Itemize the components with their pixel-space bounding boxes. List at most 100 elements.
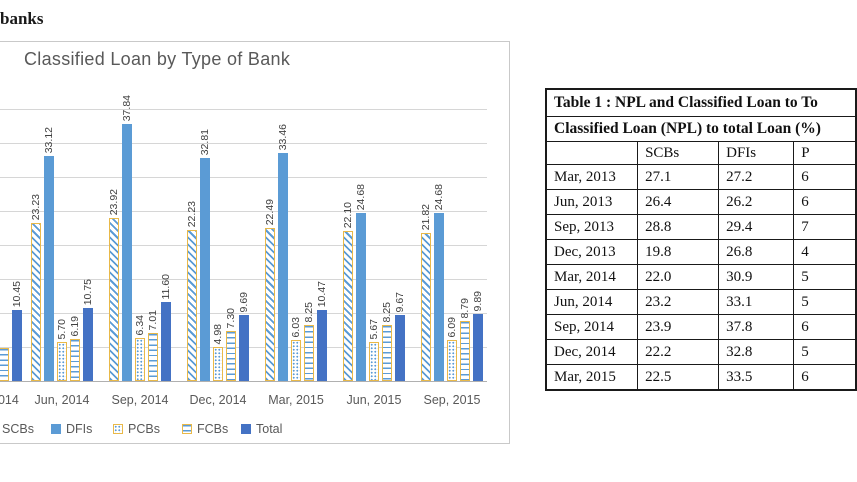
bar-scbs-1: [31, 223, 41, 381]
gridline-10: [0, 313, 487, 314]
npl-table: Table 1 : NPL and Classified Loan to To …: [545, 88, 857, 391]
bar-label-scbs-3: 22.23: [186, 200, 198, 227]
table-header-row: SCBs DFIs P: [545, 141, 857, 165]
bar-label-dfis-4: 33.46: [277, 123, 289, 150]
bar-fcbs-4: [304, 325, 314, 381]
chart-title: Classified Loan by Type of Bank: [24, 49, 291, 69]
table-header-cell-0: [545, 141, 639, 165]
classified-loan-chart: Classified Loan by Type of Bank 23.23 23.…: [0, 41, 510, 444]
table-cell-1-1: 26.4: [637, 189, 720, 215]
table-cell-8-1: 22.5: [637, 364, 720, 391]
bar-dfis-5: [356, 213, 366, 381]
bar-fcbs-3: [226, 331, 236, 381]
bar-total-5: [395, 315, 405, 381]
table-cell-5-3: 5: [793, 289, 857, 315]
table-cell-0-2: 27.2: [718, 164, 795, 190]
bar-dfis-3: [200, 158, 210, 381]
table-row-2: Sep, 2013 28.8 29.4 7: [545, 214, 857, 240]
x-label-6: Sep, 2015: [423, 393, 481, 407]
table-cell-1-0: Jun, 2013: [545, 189, 639, 215]
table-row-1: Jun, 2013 26.4 26.2 6: [545, 189, 857, 215]
bar-label-total-6: 9.89: [472, 290, 484, 311]
bar-label-scbs-5: 22.10: [342, 201, 354, 228]
table-cell-7-3: 5: [793, 339, 857, 365]
table-cell-7-0: Dec, 2014: [545, 339, 639, 365]
bar-label-pcbs-3: 4.98: [212, 323, 224, 344]
bar-label-total-1: 10.75: [82, 278, 94, 305]
table-cell-3-3: 4: [793, 239, 857, 265]
bar-label-total-0: 10.45: [11, 280, 23, 307]
legend-label-fcbs: FCBs: [197, 422, 229, 436]
bar-total-0: [12, 310, 22, 381]
table-cell-7-1: 22.2: [637, 339, 720, 365]
table-cell-7-2: 32.8: [718, 339, 795, 365]
bar-fcbs-0: [0, 348, 9, 381]
table-cell-6-3: 6: [793, 314, 857, 340]
legend-label-total: Total: [256, 422, 283, 436]
bar-fcbs-2: [148, 333, 158, 381]
legend-marker-fcbs-icon: [182, 424, 192, 434]
bar-label-dfis-3: 32.81: [199, 128, 211, 155]
bar-label-dfis-2: 37.84: [121, 94, 133, 121]
table-cell-3-1: 19.8: [637, 239, 720, 265]
legend-label-scbs: SCBs: [2, 422, 34, 436]
table-cell-1-3: 6: [793, 189, 857, 215]
gridline-20: [0, 245, 487, 246]
bar-total-1: [83, 308, 93, 381]
bar-total-3: [239, 315, 249, 381]
legend-marker-pcbs-icon: [113, 424, 123, 434]
table-row-7: Dec, 2014 22.2 32.8 5: [545, 339, 857, 365]
table-cell-2-3: 7: [793, 214, 857, 240]
bar-total-6: [473, 314, 483, 381]
table-cell-5-0: Jun, 2014: [545, 289, 639, 315]
legend-label-pcbs: PCBs: [128, 422, 160, 436]
bar-scbs-5: [343, 231, 353, 381]
table-row-6: Sep, 2014 23.9 37.8 6: [545, 314, 857, 340]
bar-label-total-5: 9.67: [394, 291, 406, 312]
bar-label-dfis-6: 24.68: [433, 183, 445, 210]
table-row-5: Jun, 2014 23.2 33.1 5: [545, 289, 857, 315]
table-cell-6-0: Sep, 2014: [545, 314, 639, 340]
x-label-1: Jun, 2014: [34, 393, 90, 407]
bar-dfis-4: [278, 153, 288, 381]
bar-label-scbs-4: 22.49: [264, 198, 276, 225]
table-cell-0-1: 27.1: [637, 164, 720, 190]
bar-dfis-6: [434, 213, 444, 381]
table-header-cell-3: P: [793, 141, 857, 165]
bar-scbs-4: [265, 228, 275, 381]
bar-label-scbs-2: 23.92: [108, 188, 120, 215]
bar-pcbs-5: [369, 342, 379, 381]
legend-marker-total-icon: [241, 424, 251, 434]
legend-item-total: Total: [241, 421, 282, 437]
legend-label-dfis: DFIs: [66, 422, 93, 436]
table-cell-2-2: 29.4: [718, 214, 795, 240]
gridline-35: [0, 143, 487, 144]
bar-fcbs-6: [460, 321, 470, 381]
bar-label-fcbs-5: 8.25: [381, 301, 393, 322]
bar-label-dfis-5: 24.68: [355, 183, 367, 210]
figure-caption-fragment: banks: [0, 9, 44, 28]
table-row-4: Mar, 2014 22.0 30.9 5: [545, 264, 857, 290]
bar-pcbs-1: [57, 342, 67, 381]
legend-item-fcbs: FCBs: [182, 421, 228, 437]
bar-pcbs-2: [135, 338, 145, 381]
bar-fcbs-5: [382, 325, 392, 381]
bar-label-pcbs-6: 6.09: [446, 316, 458, 337]
bar-label-fcbs-1: 6.19: [69, 315, 81, 336]
bar-scbs-2: [109, 218, 119, 381]
x-label-5: Jun, 2015: [346, 393, 402, 407]
table-cell-4-3: 5: [793, 264, 857, 290]
gridline-25: [0, 211, 487, 212]
table-cell-6-1: 23.9: [637, 314, 720, 340]
bar-scbs-6: [421, 233, 431, 381]
plot-area: 23.23 23.92 22.23 22.49 22.10 21.82 33.12 37.84…: [0, 42, 487, 382]
table-cell-0-0: Mar, 2013: [545, 164, 639, 190]
bar-dfis-2: [122, 124, 132, 381]
legend-item-pcbs: PCBs: [113, 421, 160, 437]
x-label-2: Sep, 2014: [111, 393, 169, 407]
bar-fcbs-1: [70, 339, 80, 381]
legend-marker-dfis-icon: [51, 424, 61, 434]
table-cell-8-2: 33.5: [718, 364, 795, 391]
bar-label-dfis-1: 33.12: [43, 126, 55, 153]
bar-label-pcbs-1: 5.70: [56, 318, 68, 339]
